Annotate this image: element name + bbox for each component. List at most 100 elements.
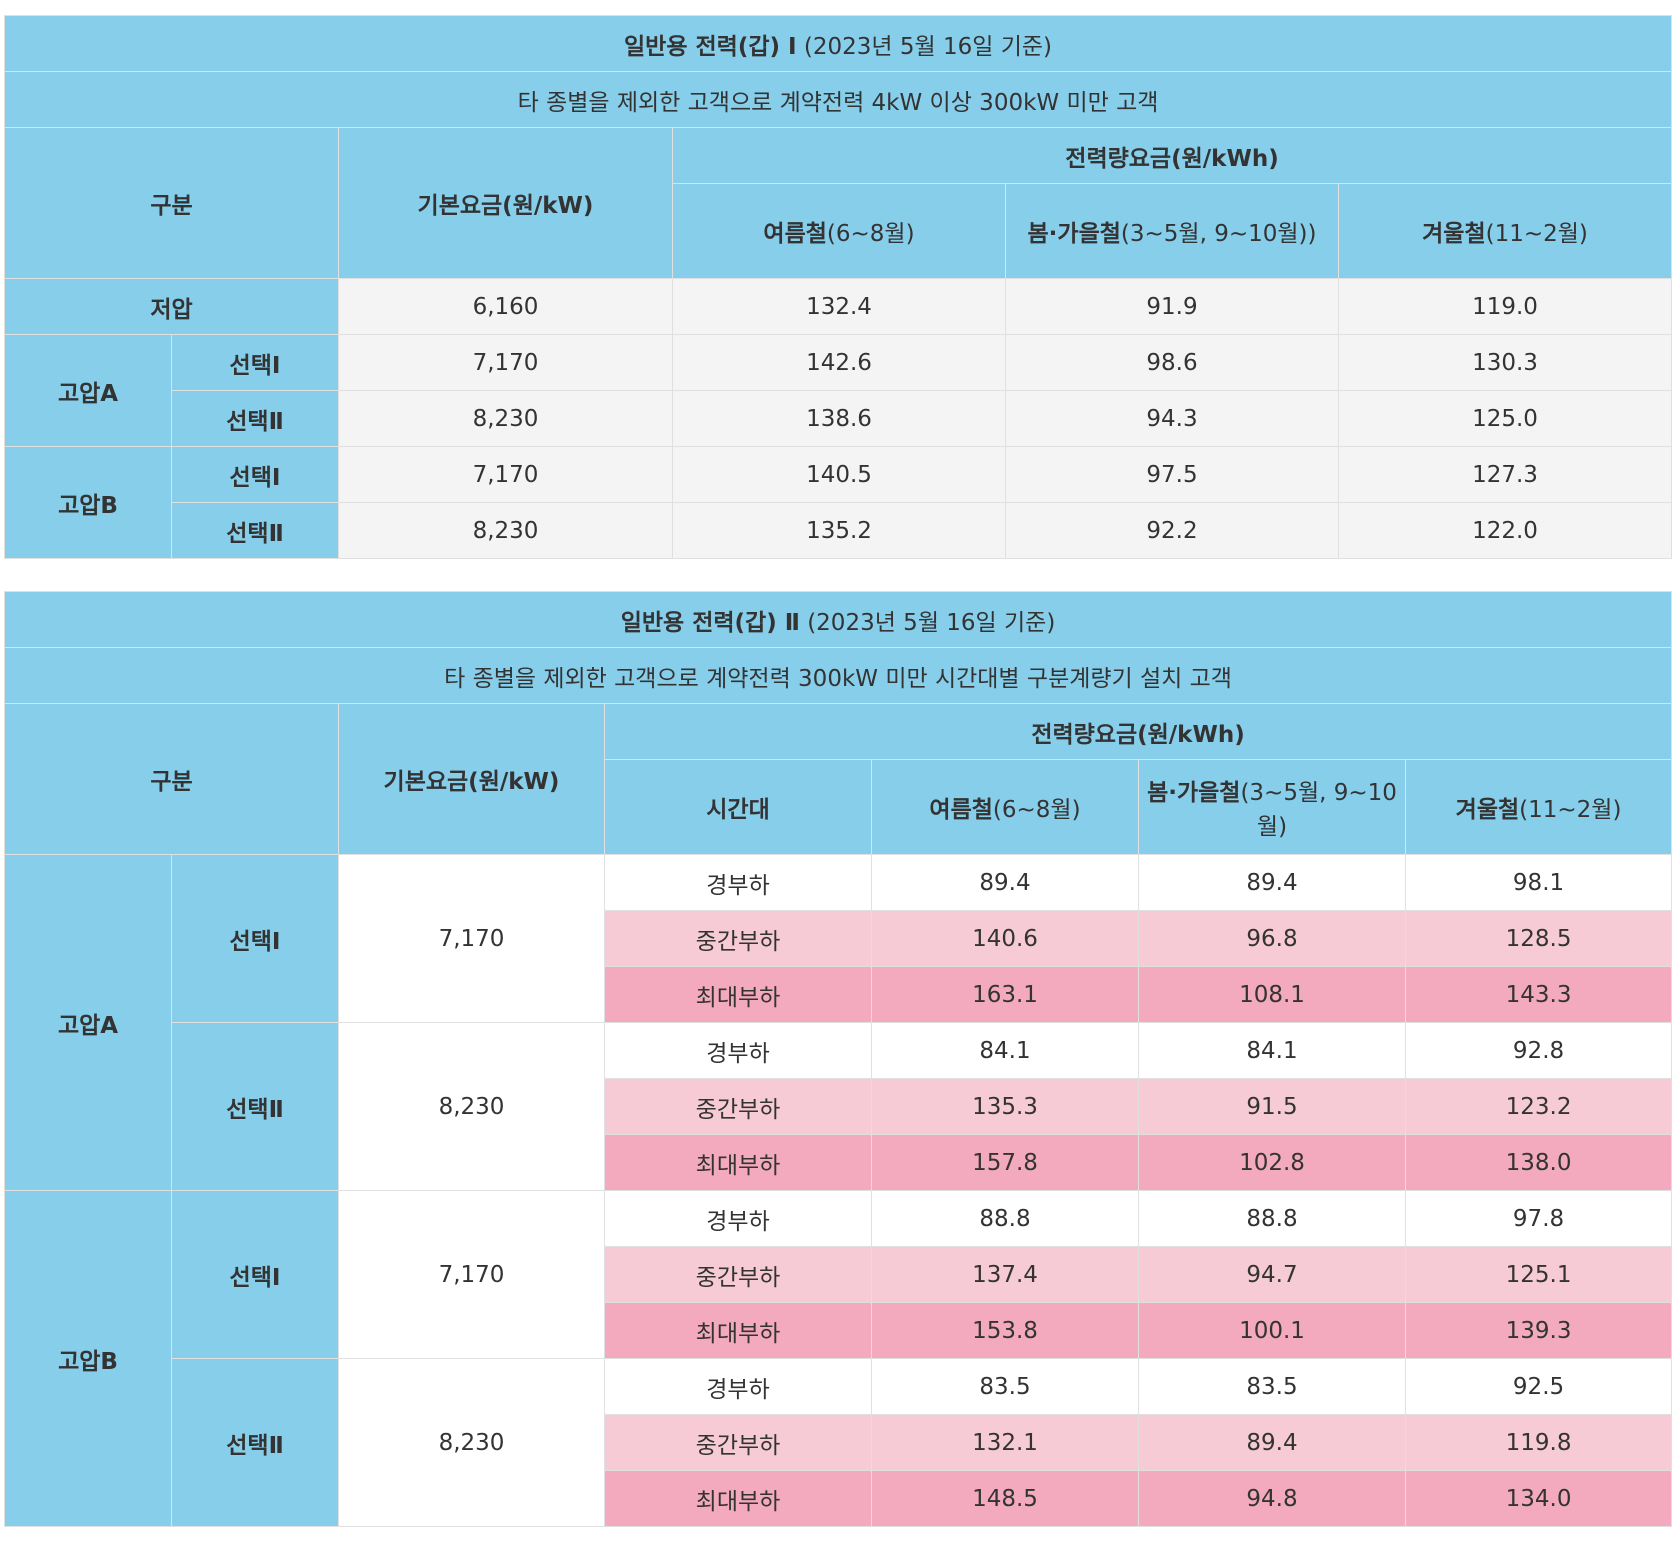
cell-winter: 122.0 — [1337, 502, 1673, 559]
cell-summer: 157.8 — [871, 1134, 1139, 1191]
table-subtitle: 타 종별을 제외한 고객으로 계약전력 4kW 이상 300kW 미만 고객 — [3, 71, 1673, 128]
table-row: 선택Ⅱ 8,230 경부하 84.1 84.1 92.8 — [5, 1022, 1673, 1191]
cell-base: 7,170 — [338, 854, 605, 1023]
cell-summer: 148.5 — [871, 1470, 1139, 1527]
row-group: 고압B — [4, 1190, 172, 1527]
cell-winter: 134.0 — [1404, 1470, 1673, 1527]
cell-spring-fall: 98.6 — [1005, 334, 1339, 391]
cell-summer: 137.4 — [871, 1246, 1139, 1303]
header-summer: 여름철(6~8월) — [672, 183, 1006, 279]
row-option: 선택Ⅱ — [171, 390, 339, 447]
row-option: 선택Ⅱ — [171, 1022, 339, 1191]
row-option: 선택Ⅰ — [171, 1190, 339, 1359]
cell-spring-fall: 94.3 — [1005, 390, 1339, 447]
header-spring-fall-label: 봄·가을철 — [1147, 780, 1241, 806]
cell-time-slot: 중간부하 — [604, 1246, 872, 1303]
cell-base: 7,170 — [338, 334, 673, 391]
cell-summer: 84.1 — [871, 1022, 1139, 1079]
header-summer-label: 여름철 — [763, 221, 827, 247]
table-row: 고압B 선택Ⅰ 7,170 140.5 97.5 127.3 — [4, 446, 1673, 559]
cell-winter: 127.3 — [1337, 446, 1673, 503]
header-winter-label: 겨울철 — [1422, 221, 1486, 247]
header-base-fee: 기본요금(원/kW) — [338, 127, 673, 279]
row-option: 선택Ⅰ — [171, 446, 339, 503]
cell-base: 7,170 — [338, 1190, 605, 1359]
table-row: 중간부하 135.3 91.5 123.2 — [5, 1078, 1673, 1135]
row-group-high-b: 고압B — [4, 446, 172, 559]
table-row: 최대부하 148.5 94.8 134.0 — [5, 1470, 1673, 1527]
cell-spring-fall: 102.8 — [1138, 1134, 1406, 1191]
cell-summer: 163.1 — [871, 966, 1139, 1023]
row-group: 고압A — [4, 854, 172, 1191]
header-summer: 여름철(6~8월) — [871, 759, 1139, 855]
cell-time-slot: 최대부하 — [604, 1302, 872, 1359]
cell-winter: 143.3 — [1404, 966, 1673, 1023]
cell-time-slot: 최대부하 — [604, 1134, 872, 1191]
cell-time-slot: 경부하 — [604, 1358, 872, 1415]
cell-summer: 142.6 — [672, 334, 1006, 391]
header-category: 구분 — [4, 127, 339, 279]
cell-base: 6,160 — [338, 278, 673, 335]
cell-winter: 98.1 — [1404, 854, 1673, 911]
row-group-low-voltage: 저압 — [4, 278, 339, 335]
cell-time-slot: 중간부하 — [604, 910, 872, 967]
table-row: 고압A 선택Ⅰ 7,170 경부하 89.4 89.4 98.1 — [4, 854, 1673, 1191]
cell-winter: 92.8 — [1404, 1022, 1673, 1079]
table-row: 중간부하 137.4 94.7 125.1 — [5, 1246, 1673, 1303]
header-winter-label: 겨울철 — [1455, 797, 1520, 823]
table-title: 일반용 전력(갑) Ⅰ (2023년 5월 16일 기준) — [3, 15, 1673, 72]
cell-spring-fall: 100.1 — [1138, 1302, 1406, 1359]
cell-winter: 128.5 — [1404, 910, 1673, 967]
cell-time-slot: 경부하 — [604, 854, 872, 911]
header-summer-months: (6~8월) — [992, 797, 1081, 823]
header-time-slot: 시간대 — [604, 759, 872, 855]
row-option: 선택Ⅰ — [171, 854, 339, 1023]
table-row: 중간부하 132.1 89.4 119.8 — [5, 1414, 1673, 1471]
cell-winter: 123.2 — [1404, 1078, 1673, 1135]
cell-base: 8,230 — [338, 502, 673, 559]
cell-winter: 125.0 — [1337, 390, 1673, 447]
cell-winter: 97.8 — [1404, 1190, 1673, 1247]
table-title-main: 일반용 전력(갑) Ⅰ — [624, 33, 797, 60]
cell-spring-fall: 91.5 — [1138, 1078, 1406, 1135]
table-title-date: (2023년 5월 16일 기준) — [803, 33, 1053, 60]
cell-spring-fall: 89.4 — [1138, 854, 1406, 911]
cell-winter: 138.0 — [1404, 1134, 1673, 1191]
header-summer-months: (6~8월) — [826, 221, 915, 247]
cell-winter: 92.5 — [1404, 1358, 1673, 1415]
cell-time-slot: 경부하 — [604, 1190, 872, 1247]
cell-base: 8,230 — [338, 1358, 605, 1527]
cell-spring-fall: 94.8 — [1138, 1470, 1406, 1527]
rate-table-2: 일반용 전력(갑) Ⅱ (2023년 5월 16일 기준) 타 종별을 제외한 … — [3, 591, 1673, 1527]
header-spring-fall-months: (3~5월, 9~10월)) — [1120, 221, 1317, 247]
row-option: 선택Ⅱ — [171, 502, 339, 559]
row-group-high-a: 고압A — [4, 334, 172, 447]
row-option: 선택Ⅰ — [171, 334, 339, 391]
cell-summer: 140.5 — [672, 446, 1006, 503]
table-row: 최대부하 163.1 108.1 143.3 — [5, 966, 1673, 1023]
table-title-date: (2023년 5월 16일 기준) — [807, 609, 1056, 636]
table-row: 선택Ⅱ 8,230 경부하 83.5 83.5 92.5 — [5, 1358, 1673, 1527]
table-title-main: 일반용 전력(갑) Ⅱ — [620, 609, 800, 636]
header-winter-months: (11~2월) — [1519, 797, 1622, 823]
header-winter: 겨울철(11~2월) — [1337, 183, 1673, 279]
cell-winter: 125.1 — [1404, 1246, 1673, 1303]
cell-spring-fall: 94.7 — [1138, 1246, 1406, 1303]
cell-spring-fall: 96.8 — [1138, 910, 1406, 967]
table-row: 저압 6,160 132.4 91.9 119.0 — [4, 278, 1673, 335]
header-winter-months: (11~2월) — [1485, 221, 1588, 247]
table-title: 일반용 전력(갑) Ⅱ (2023년 5월 16일 기준) — [3, 591, 1673, 648]
header-spring-fall: 봄·가을철(3~5월, 9~10월) — [1138, 759, 1406, 855]
cell-winter: 139.3 — [1404, 1302, 1673, 1359]
header-summer-label: 여름철 — [929, 797, 993, 823]
cell-winter: 130.3 — [1337, 334, 1673, 391]
header-spring-fall-months: (3~5월, 9~10월) — [1240, 780, 1397, 840]
header-category: 구분 — [4, 703, 339, 855]
cell-winter: 119.0 — [1337, 278, 1673, 335]
cell-spring-fall: 97.5 — [1005, 446, 1339, 503]
cell-base: 7,170 — [338, 446, 673, 503]
cell-summer: 153.8 — [871, 1302, 1139, 1359]
cell-base: 8,230 — [338, 1022, 605, 1191]
table-subtitle: 타 종별을 제외한 고객으로 계약전력 300kW 미만 시간대별 구분계량기 … — [3, 647, 1673, 704]
table-row: 고압B 선택Ⅰ 7,170 경부하 88.8 88.8 97.8 — [4, 1190, 1673, 1527]
